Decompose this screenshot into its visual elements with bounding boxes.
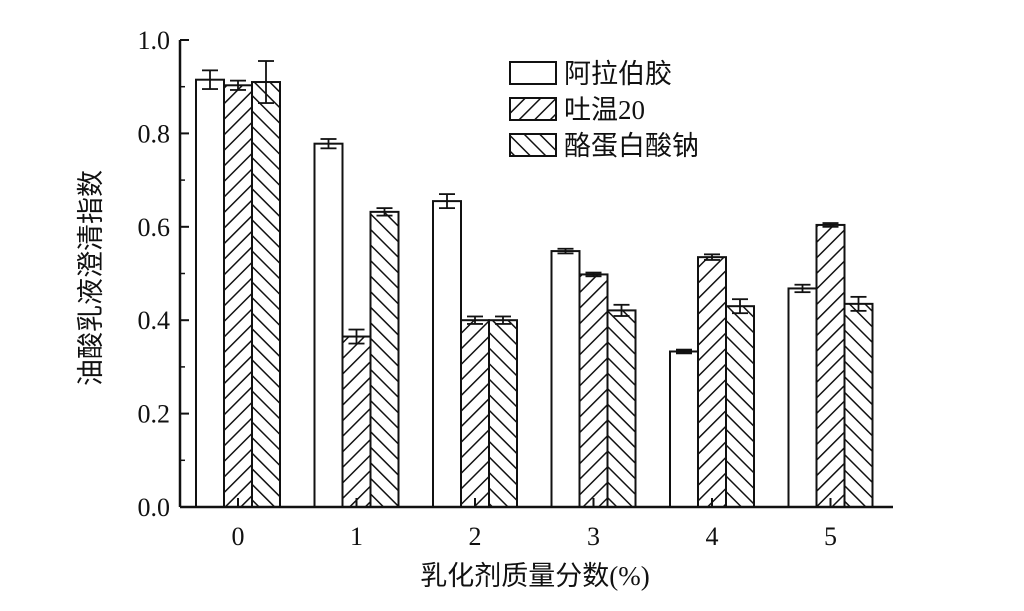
legend-swatch [509, 133, 557, 157]
bar [341, 335, 372, 509]
bar [313, 142, 344, 508]
bar [787, 287, 818, 508]
bar [815, 223, 846, 508]
x-tick-label: 1 [350, 522, 363, 551]
x-axis-title: 乳化剂质量分数(%) [420, 561, 649, 591]
axes: 0.0 0.2 0.4 0.6 0.8 1.0 0 1 2 3 4 5 [138, 26, 893, 551]
bar [488, 319, 518, 509]
bar [432, 200, 462, 509]
y-tick-label: 0.4 [138, 306, 171, 335]
bar [223, 84, 253, 508]
legend-swatch [509, 97, 557, 121]
legend-label: 阿拉伯胶 [564, 59, 672, 89]
bar [369, 210, 400, 509]
y-axis-title: 油酸乳液澄清指数 [76, 170, 106, 386]
x-tick-label: 5 [824, 522, 837, 551]
bar [195, 78, 225, 508]
y-tick-label: 0.2 [138, 400, 171, 429]
x-tick-label: 0 [232, 522, 245, 551]
bar [669, 350, 699, 509]
x-tick-label: 2 [469, 522, 482, 551]
bar [578, 273, 609, 508]
legend-swatch [509, 61, 557, 85]
bar [843, 302, 874, 509]
y-tick-label: 0.0 [138, 493, 171, 522]
bar [725, 305, 755, 508]
y-tick-label: 0.8 [138, 119, 171, 148]
y-tick-label: 1.0 [138, 26, 171, 55]
x-tick-label: 3 [587, 522, 600, 551]
bar [606, 309, 637, 508]
bar-group [195, 60, 874, 509]
bar [550, 250, 581, 508]
bar [251, 81, 281, 508]
x-tick-label: 4 [706, 522, 719, 551]
y-tick-label: 0.6 [138, 213, 171, 242]
legend-label: 吐温20 [564, 95, 645, 125]
bar [697, 256, 727, 508]
bar [460, 319, 490, 509]
legend-label: 酪蛋白酸钠 [564, 131, 699, 161]
